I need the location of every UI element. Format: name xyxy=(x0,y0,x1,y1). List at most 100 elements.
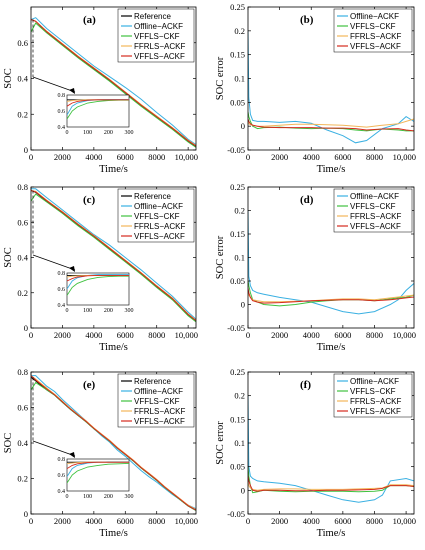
series-line-vffls-ackf xyxy=(248,118,414,132)
x-tick-label: 0 xyxy=(29,330,33,340)
inset-y-tick-label: 0.8 xyxy=(58,271,66,277)
legend-entry: VFFLS−ACKF xyxy=(350,407,401,416)
series-line-offline-ackf xyxy=(31,375,196,510)
legend-entry: VFFLS−CKF xyxy=(350,202,396,211)
inset-x-tick-label: 100 xyxy=(83,308,92,314)
x-tick-label: 4000 xyxy=(303,330,320,340)
inset-arrow-head xyxy=(69,88,75,94)
inset-arrow-head xyxy=(69,452,75,458)
inset-x-tick-label: 300 xyxy=(125,130,134,136)
series-line-vffls-ckf xyxy=(248,280,414,307)
y-tick-label: 0.15 xyxy=(230,414,245,424)
x-tick-label: 0 xyxy=(29,516,33,526)
inset-x-tick-label: 200 xyxy=(104,130,113,136)
panel-e: 0 2000 4000 6000 8000 10,00000.20.40.60.8Time… xyxy=(3,367,198,539)
series-group xyxy=(248,395,414,503)
legend-entry: VFFLS−CKF xyxy=(134,32,180,41)
y-tick-label: 0.8 xyxy=(17,367,28,377)
x-tick-label: 8000 xyxy=(366,330,383,340)
series-group xyxy=(31,188,196,323)
legend-entry: FFRLS−ACKF xyxy=(134,42,185,51)
legend-entry: FFRLS−ACKF xyxy=(350,397,401,406)
y-tick-label: 0.4 xyxy=(17,438,28,448)
x-tick-label: 6000 xyxy=(117,152,134,162)
y-tick-label: 0.6 xyxy=(17,403,28,413)
y-axis-label: SOC xyxy=(3,433,14,453)
legend: ReferenceOffline−ACKFVFFLS−CKFFFRLS−ACKF… xyxy=(117,8,195,63)
series-group xyxy=(248,210,414,315)
series-line-vffls-ackf xyxy=(31,19,196,147)
y-tick-label: 0.15 xyxy=(230,50,245,60)
series-group xyxy=(248,30,414,144)
legend: Offline−ACKFVFFLS−CKFFFRLS−ACKFVFFLS−ACK… xyxy=(333,8,413,53)
inset-box xyxy=(66,272,130,306)
y-tick-label: 0.4 xyxy=(17,74,28,84)
inset-x-tick-label: 0 xyxy=(66,130,69,136)
y-tick-label: 0.25 xyxy=(230,367,245,377)
inset-series-line xyxy=(67,461,129,469)
x-tick-label: 6000 xyxy=(334,152,351,162)
legend: ReferenceOffline−ACKFVFFLS−CKFFFRLS−ACKF… xyxy=(117,373,195,428)
y-tick-label: 0.15 xyxy=(230,229,245,239)
legend-entry: VFFLS−CKF xyxy=(134,212,180,221)
y-tick-label: 0.25 xyxy=(230,182,245,192)
inset-x-tick-label: 0 xyxy=(66,494,69,500)
inset-y-tick-label: 0.6 xyxy=(58,287,66,293)
inset-series-line xyxy=(67,99,129,120)
inset-y-tick-label: 0.8 xyxy=(58,457,66,463)
x-axis-label: Time/s xyxy=(99,342,128,353)
legend-entry: Offline−ACKF xyxy=(134,202,183,211)
legend-entry: VFFLS−ACKF xyxy=(134,417,185,426)
series-line-offline-ackf xyxy=(248,30,414,144)
y-axis-label: SOC xyxy=(3,247,14,267)
y-tick-label: 0.05 xyxy=(230,97,245,107)
inset-box xyxy=(66,458,130,492)
inset-series-line xyxy=(67,462,129,484)
legend-entry: Offline−ACKF xyxy=(350,377,399,386)
x-tick-label: 4000 xyxy=(303,152,320,162)
legend-entry: FFRLS−ACKF xyxy=(134,222,185,231)
series-line-vffls-ackf xyxy=(31,190,196,321)
legend: Offline−ACKFVFFLS−CKFFFRLS−ACKFVFFLS−ACK… xyxy=(333,373,413,418)
legend-entry: Offline−ACKF xyxy=(350,192,399,201)
y-tick-label: 0.6 xyxy=(17,38,28,48)
y-tick-label: -0.05 xyxy=(227,145,245,155)
legend-entry: VFFLS−CKF xyxy=(134,397,180,406)
inset: 0 100 200 300 0.4 0.6 0.8 xyxy=(32,190,134,314)
x-tick-label: 2000 xyxy=(54,516,71,526)
y-tick-label: 0.05 xyxy=(230,276,245,286)
inset-y-tick-label: 0.4 xyxy=(58,489,66,495)
legend: ReferenceOffline−ACKFVFFLS−CKFFFRLS−ACKF… xyxy=(117,188,195,243)
y-tick-label: 0.4 xyxy=(17,253,28,263)
x-tick-label: 8000 xyxy=(148,152,165,162)
inset-y-tick-label: 0.6 xyxy=(58,473,66,479)
legend-entry: VFFLS−CKF xyxy=(350,387,396,396)
series-line-vffls-ackf xyxy=(31,375,196,511)
legend: Offline−ACKFVFFLS−CKFFFRLS−ACKFVFFLS−ACK… xyxy=(333,188,413,233)
panel-label: (d) xyxy=(300,194,314,206)
inset-series-line xyxy=(67,99,129,107)
x-tick-label: 10,000 xyxy=(393,152,416,162)
inset-x-tick-label: 0 xyxy=(66,308,69,314)
x-tick-label: 2000 xyxy=(54,330,71,340)
y-tick-label: 0.1 xyxy=(234,253,245,263)
x-tick-label: 2000 xyxy=(271,516,288,526)
legend-entry: Offline−ACKF xyxy=(134,22,183,31)
x-tick-label: 8000 xyxy=(148,516,165,526)
inset-x-tick-label: 300 xyxy=(125,494,134,500)
inset-y-tick-label: 0.4 xyxy=(58,125,66,131)
inset-y-tick-label: 0.4 xyxy=(58,303,66,309)
y-tick-label: 0 xyxy=(241,121,245,131)
x-tick-label: 10,000 xyxy=(175,516,198,526)
legend-entry: Reference xyxy=(134,12,171,21)
legend-entry: VFFLS−CKF xyxy=(350,22,396,31)
panel-label: (b) xyxy=(300,14,314,26)
x-tick-label: 4000 xyxy=(85,516,102,526)
x-tick-label: 0 xyxy=(246,516,250,526)
panel-c: 0 2000 4000 6000 8000 10,00000.20.40.60.8Time… xyxy=(3,182,198,353)
inset-x-tick-label: 200 xyxy=(104,494,113,500)
inset-arrow-line xyxy=(32,440,76,457)
y-tick-label: -0.05 xyxy=(227,509,245,519)
x-tick-label: 0 xyxy=(29,152,33,162)
